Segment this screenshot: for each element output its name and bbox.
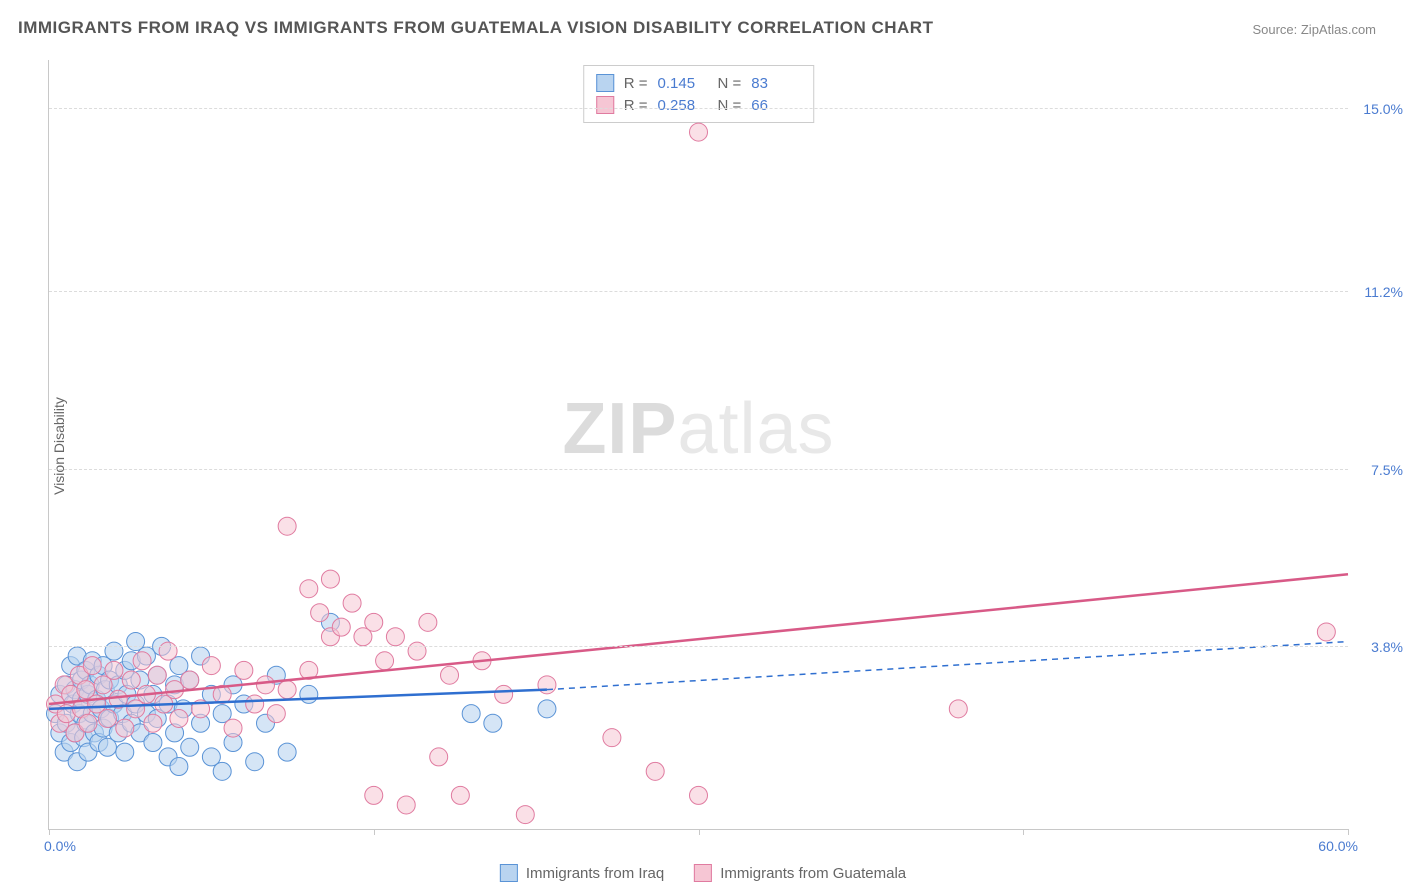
x-tick-mark — [49, 829, 50, 835]
scatter-point — [386, 628, 404, 646]
scatter-point — [159, 642, 177, 660]
y-tick-label: 7.5% — [1371, 462, 1403, 478]
scatter-point — [144, 733, 162, 751]
x-tick-mark — [699, 829, 700, 835]
scatter-point — [603, 729, 621, 747]
scatter-point — [170, 709, 188, 727]
gridline: 11.2% — [49, 291, 1348, 292]
scatter-point — [451, 786, 469, 804]
scatter-point — [278, 681, 296, 699]
scatter-point — [646, 762, 664, 780]
swatch-icon — [694, 864, 712, 882]
scatter-point — [246, 753, 264, 771]
legend-item-0: Immigrants from Iraq — [500, 864, 664, 882]
scatter-point — [408, 642, 426, 660]
scatter-point — [538, 700, 556, 718]
y-tick-label: 15.0% — [1363, 101, 1403, 117]
scatter-point — [949, 700, 967, 718]
scatter-point — [690, 123, 708, 141]
y-tick-label: 3.8% — [1371, 639, 1403, 655]
scatter-point — [257, 676, 275, 694]
scatter-point — [83, 657, 101, 675]
legend-label-0: Immigrants from Iraq — [526, 865, 664, 882]
gridline: 3.8% — [49, 646, 1348, 647]
scatter-point — [98, 709, 116, 727]
scatter-point — [170, 758, 188, 776]
x-axis-max-label: 60.0% — [1318, 838, 1358, 854]
source-attribution: Source: ZipAtlas.com — [1252, 22, 1376, 37]
scatter-point — [105, 661, 123, 679]
scatter-point — [133, 652, 151, 670]
scatter-point — [246, 695, 264, 713]
legend-item-1: Immigrants from Guatemala — [694, 864, 906, 882]
gridline: 15.0% — [49, 108, 1348, 109]
scatter-point — [148, 666, 166, 684]
scatter-point — [79, 714, 97, 732]
scatter-point — [332, 618, 350, 636]
x-tick-mark — [1023, 829, 1024, 835]
scatter-point — [235, 661, 253, 679]
scatter-point — [690, 786, 708, 804]
chart-container: IMMIGRANTS FROM IRAQ VS IMMIGRANTS FROM … — [0, 0, 1406, 892]
x-tick-mark — [374, 829, 375, 835]
scatter-point — [105, 642, 123, 660]
scatter-point — [116, 719, 134, 737]
scatter-point — [441, 666, 459, 684]
scatter-point — [484, 714, 502, 732]
scatter-point — [300, 580, 318, 598]
scatter-point — [516, 806, 534, 824]
trend-line-dashed — [547, 642, 1348, 690]
scatter-point — [397, 796, 415, 814]
scatter-point — [365, 613, 383, 631]
scatter-point — [495, 685, 513, 703]
trend-line-solid — [49, 574, 1348, 704]
scatter-point — [1317, 623, 1335, 641]
chart-title: IMMIGRANTS FROM IRAQ VS IMMIGRANTS FROM … — [18, 18, 933, 38]
scatter-point — [365, 786, 383, 804]
scatter-point — [116, 743, 134, 761]
swatch-icon — [500, 864, 518, 882]
scatter-point — [278, 743, 296, 761]
gridline: 7.5% — [49, 469, 1348, 470]
scatter-point — [430, 748, 448, 766]
plot-area: ZIPatlas R = 0.145 N = 83 R = 0.258 N = … — [48, 60, 1348, 830]
bottom-legend: Immigrants from Iraq Immigrants from Gua… — [500, 864, 906, 882]
scatter-point — [300, 685, 318, 703]
scatter-point — [462, 705, 480, 723]
scatter-point — [311, 604, 329, 622]
scatter-svg — [49, 60, 1348, 829]
scatter-point — [343, 594, 361, 612]
scatter-point — [213, 762, 231, 780]
scatter-point — [122, 671, 140, 689]
y-tick-label: 11.2% — [1364, 284, 1403, 300]
scatter-point — [181, 738, 199, 756]
scatter-point — [419, 613, 437, 631]
scatter-point — [376, 652, 394, 670]
x-tick-mark — [1348, 829, 1349, 835]
scatter-point — [278, 517, 296, 535]
scatter-point — [181, 671, 199, 689]
scatter-point — [267, 705, 285, 723]
scatter-point — [144, 714, 162, 732]
scatter-point — [321, 570, 339, 588]
scatter-point — [202, 657, 220, 675]
x-axis-min-label: 0.0% — [44, 838, 76, 854]
legend-label-1: Immigrants from Guatemala — [720, 865, 906, 882]
scatter-point — [224, 719, 242, 737]
